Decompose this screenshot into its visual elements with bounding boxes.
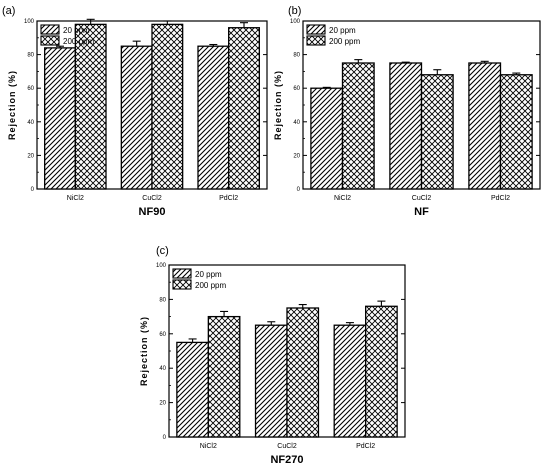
y-tick-label: 100 [290,19,301,25]
chart-panel-2: (b) 0 20 40 60 80 100 Rejection (%) NiCl2 CuCl2 Pd… [273,5,541,218]
x-tick-label: CuCl2 [142,195,162,202]
bar [499,74,533,190]
legend-label: 20 ppm [63,26,90,35]
panel-label: (b) [288,5,301,17]
y-tick-label: 20 [159,401,166,407]
y-tick-label: 80 [293,53,300,59]
y-axis-label: Rejection (%) [7,70,17,140]
bar [228,27,260,190]
bar [197,45,230,190]
legend-swatch [172,268,192,279]
x-tick-label: CuCl2 [277,443,297,450]
x-axis-title: NF [414,206,429,218]
bar [151,23,184,190]
y-tick-label: 40 [27,120,34,126]
y-tick-label: 0 [31,187,35,193]
chart-panel-3: (c) 0 20 40 60 80 100 Rejection (%) NiCl2 CuCl2 Pd… [139,245,406,466]
bar [254,324,288,438]
bar [176,341,209,438]
y-tick-label: 80 [27,53,34,59]
y-tick-label: 20 [293,153,300,159]
bar [341,62,375,190]
legend-swatch [172,279,192,290]
x-tick-label: PdCl2 [356,443,375,450]
chart-panel-1: (a) 0 20 40 60 80 100 Rejection (%) NiCl2 CuCl2 Pd… [2,5,268,218]
bar [333,324,367,438]
y-axis-label: Rejection (%) [139,316,149,386]
y-tick-label: 60 [27,86,34,92]
legend-swatch [40,35,60,46]
x-axis-title: NF270 [270,454,303,466]
x-tick-label: CuCl2 [412,195,432,202]
legend-label: 200 ppm [329,37,360,46]
y-tick-label: 0 [163,435,167,441]
bar [120,45,153,190]
y-tick-label: 20 [27,153,34,159]
y-tick-label: 40 [159,366,166,372]
panel-label: (c) [156,245,169,257]
x-tick-label: NiCl2 [67,195,84,202]
y-tick-label: 80 [159,297,166,303]
y-tick-label: 0 [297,187,301,193]
bar [468,62,502,190]
legend-swatch [306,35,326,46]
bar [44,47,76,190]
legend-swatch [40,24,60,35]
y-tick-label: 60 [293,86,300,92]
legend-label: 20 ppm [195,270,222,279]
legend-label: 200 ppm [63,37,94,46]
x-tick-label: PdCl2 [491,195,510,202]
bar [286,307,320,438]
y-axis-label: Rejection (%) [273,70,283,140]
legend-swatch [306,24,326,35]
legend-label: 20 ppm [329,26,356,35]
bar [365,305,398,438]
bar [420,74,454,190]
panel-label: (a) [2,5,15,17]
bar [207,315,241,438]
y-tick-label: 100 [156,263,167,269]
bar [310,87,344,190]
x-axis-title: NF90 [139,206,166,218]
y-tick-label: 100 [24,19,35,25]
x-tick-label: NiCl2 [200,443,217,450]
bar [389,62,423,190]
y-tick-label: 60 [159,332,166,338]
x-tick-label: PdCl2 [219,195,238,202]
legend-label: 200 ppm [195,281,226,290]
x-tick-label: NiCl2 [334,195,351,202]
y-tick-label: 40 [293,120,300,126]
bar [74,23,107,190]
